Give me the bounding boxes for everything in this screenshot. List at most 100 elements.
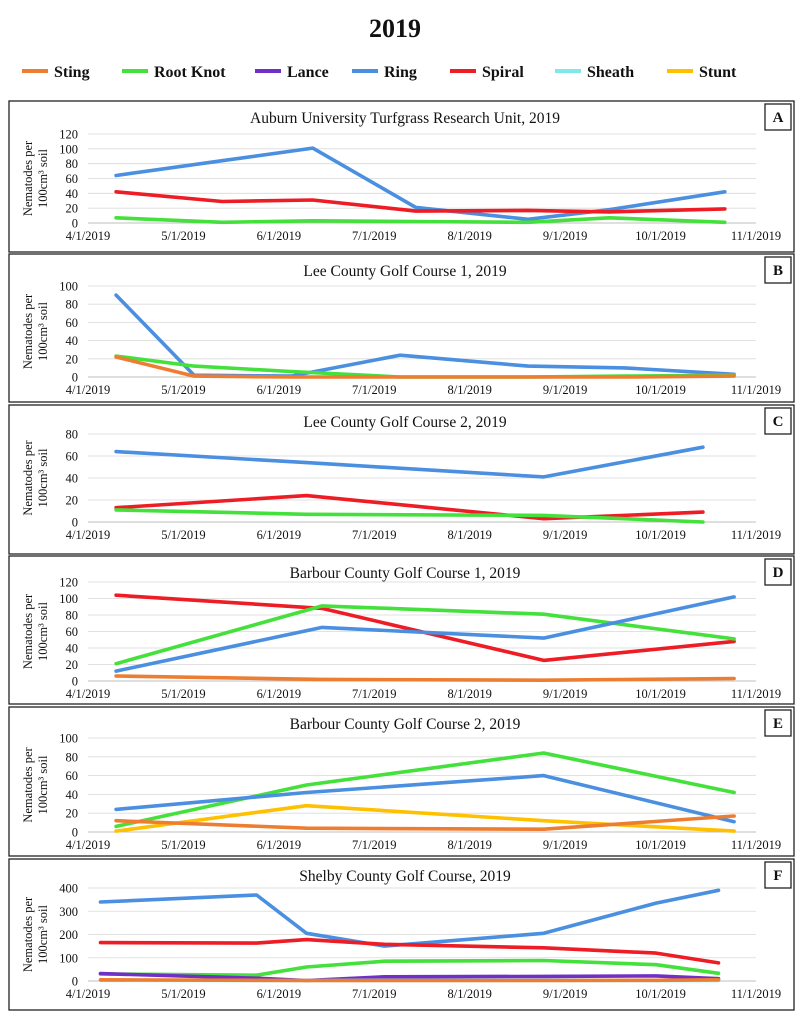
panel-title: Lee County Golf Course 2, 2019 bbox=[303, 414, 506, 431]
x-tick-label: 7/1/2019 bbox=[352, 229, 396, 243]
y-tick-label: 80 bbox=[66, 298, 79, 312]
x-tick-label: 6/1/2019 bbox=[257, 383, 301, 397]
y-tick-label: 20 bbox=[66, 807, 79, 821]
panel-letter: E bbox=[773, 716, 783, 732]
y-axis-label: Nematodes per100cm³ soil bbox=[21, 747, 50, 823]
panel-title: Barbour County Golf Course 2, 2019 bbox=[290, 716, 521, 733]
x-tick-label: 4/1/2019 bbox=[66, 687, 110, 701]
series-line-sting bbox=[101, 980, 719, 981]
x-tick-label: 7/1/2019 bbox=[352, 838, 396, 852]
y-tick-label: 60 bbox=[66, 316, 79, 330]
x-tick-label: 11/1/2019 bbox=[731, 229, 781, 243]
x-tick-label: 10/1/2019 bbox=[635, 528, 686, 542]
panel-f: F Shelby County Golf Course, 2019 Nematode… bbox=[9, 859, 794, 1010]
y-tick-label: 100 bbox=[59, 280, 78, 294]
y-tick-label: 100 bbox=[59, 951, 78, 965]
x-tick-label: 8/1/2019 bbox=[447, 687, 491, 701]
panel-b: B Lee County Golf Course 1, 2019 Nematodes… bbox=[9, 254, 794, 402]
x-tick-label: 4/1/2019 bbox=[66, 838, 110, 852]
panel-title: Barbour County Golf Course 1, 2019 bbox=[290, 565, 521, 582]
x-tick-label: 4/1/2019 bbox=[66, 383, 110, 397]
x-tick-label: 4/1/2019 bbox=[66, 987, 110, 1001]
x-tick-label: 5/1/2019 bbox=[161, 687, 205, 701]
y-tick-label: 80 bbox=[66, 750, 79, 764]
panel-letter: B bbox=[773, 263, 783, 279]
y-tick-label: 40 bbox=[66, 187, 79, 201]
legend-label: Ring bbox=[384, 64, 417, 81]
y-axis-label: Nematodes per100cm³ soil bbox=[21, 593, 50, 669]
y-tick-label: 40 bbox=[66, 334, 79, 348]
x-tick-label: 5/1/2019 bbox=[161, 383, 205, 397]
x-tick-label: 9/1/2019 bbox=[543, 838, 587, 852]
panel-title: Auburn University Turfgrass Research Uni… bbox=[250, 110, 560, 127]
y-tick-label: 300 bbox=[59, 905, 78, 919]
y-tick-label: 20 bbox=[66, 494, 79, 508]
x-tick-label: 11/1/2019 bbox=[731, 687, 781, 701]
x-tick-label: 9/1/2019 bbox=[543, 528, 587, 542]
x-tick-label: 10/1/2019 bbox=[635, 987, 686, 1001]
legend-item-ring: Ring bbox=[352, 64, 417, 81]
y-tick-label: 20 bbox=[66, 202, 79, 216]
x-tick-label: 10/1/2019 bbox=[635, 229, 686, 243]
x-tick-label: 9/1/2019 bbox=[543, 987, 587, 1001]
y-tick-label: 200 bbox=[59, 928, 78, 942]
x-tick-label: 9/1/2019 bbox=[543, 383, 587, 397]
y-tick-label: 40 bbox=[66, 642, 79, 656]
y-tick-label: 80 bbox=[66, 609, 79, 623]
y-tick-label: 20 bbox=[66, 658, 79, 672]
y-tick-label: 120 bbox=[59, 576, 78, 590]
legend-label: Spiral bbox=[482, 64, 524, 81]
y-axis-label: Nematodes per100cm³ soil bbox=[21, 293, 50, 369]
legend-item-sting: Sting bbox=[22, 64, 90, 81]
panel-letter: D bbox=[773, 565, 784, 581]
y-tick-label: 100 bbox=[59, 732, 78, 746]
x-tick-label: 5/1/2019 bbox=[161, 528, 205, 542]
x-tick-label: 11/1/2019 bbox=[731, 987, 781, 1001]
x-tick-label: 11/1/2019 bbox=[731, 528, 781, 542]
legend-label: Lance bbox=[287, 64, 329, 81]
panel-title: Lee County Golf Course 1, 2019 bbox=[303, 263, 506, 280]
y-tick-label: 60 bbox=[66, 769, 79, 783]
y-tick-label: 60 bbox=[66, 172, 79, 186]
x-tick-label: 5/1/2019 bbox=[161, 838, 205, 852]
x-tick-label: 10/1/2019 bbox=[635, 687, 686, 701]
x-tick-label: 8/1/2019 bbox=[447, 229, 491, 243]
x-tick-label: 8/1/2019 bbox=[447, 987, 491, 1001]
x-tick-label: 8/1/2019 bbox=[447, 383, 491, 397]
series-line-ring bbox=[101, 890, 719, 946]
x-tick-label: 6/1/2019 bbox=[257, 687, 301, 701]
panel-d: D Barbour County Golf Course 1, 2019 Nemat… bbox=[9, 556, 794, 704]
panels: A Auburn University Turfgrass Research Un… bbox=[9, 101, 794, 1010]
legend-item-stunt: Stunt bbox=[667, 64, 737, 81]
panel-letter: A bbox=[773, 110, 784, 126]
legend-item-sheath: Sheath bbox=[555, 64, 634, 81]
y-tick-label: 80 bbox=[66, 157, 79, 171]
y-tick-label: 100 bbox=[59, 592, 78, 606]
panel-letter: F bbox=[773, 868, 782, 884]
y-tick-label: 100 bbox=[59, 142, 78, 156]
legend-item-spiral: Spiral bbox=[450, 64, 524, 81]
x-tick-label: 4/1/2019 bbox=[66, 229, 110, 243]
x-tick-label: 5/1/2019 bbox=[161, 987, 205, 1001]
legend-label: Sheath bbox=[587, 64, 634, 81]
x-tick-label: 6/1/2019 bbox=[257, 838, 301, 852]
series-line-root-knot bbox=[116, 753, 734, 826]
series-line-sting bbox=[116, 676, 734, 680]
series-line-ring bbox=[116, 447, 703, 477]
x-tick-label: 6/1/2019 bbox=[257, 229, 301, 243]
legend-label: Root Knot bbox=[154, 64, 226, 81]
y-axis-label: Nematodes per100cm³ soil bbox=[21, 896, 50, 972]
x-tick-label: 11/1/2019 bbox=[731, 838, 781, 852]
panel-e: E Barbour County Golf Course 2, 2019 Nemat… bbox=[9, 707, 794, 856]
x-tick-label: 9/1/2019 bbox=[543, 229, 587, 243]
x-tick-label: 7/1/2019 bbox=[352, 687, 396, 701]
x-tick-label: 9/1/2019 bbox=[543, 687, 587, 701]
panel-title: Shelby County Golf Course, 2019 bbox=[299, 868, 511, 885]
legend-item-root-knot: Root Knot bbox=[122, 64, 226, 81]
x-tick-label: 6/1/2019 bbox=[257, 528, 301, 542]
legend-item-lance: Lance bbox=[255, 64, 329, 81]
y-tick-label: 20 bbox=[66, 352, 79, 366]
y-axis-label: Nematodes per100cm³ soil bbox=[21, 140, 50, 216]
